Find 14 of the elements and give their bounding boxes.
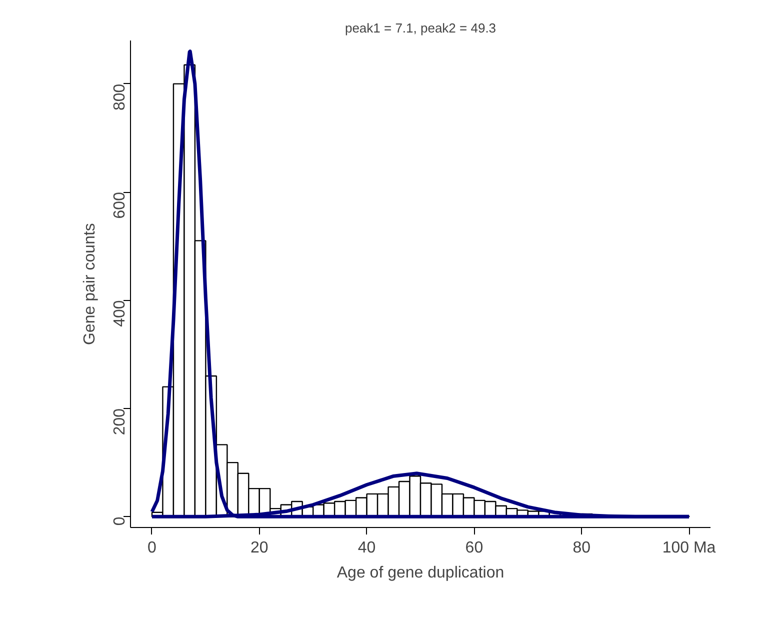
x-tick-label: 20 — [250, 540, 268, 556]
x-tick-label: 40 — [358, 540, 376, 556]
y-axis-title: Gene pair counts — [82, 223, 98, 345]
chart-title: peak1 = 7.1, peak2 = 49.3 — [344, 20, 496, 36]
y-tick-label: 600 — [112, 192, 128, 219]
y-tick-label: 400 — [112, 300, 128, 327]
x-tick-label: 0 — [148, 540, 157, 556]
y-tick-label: 0 — [112, 516, 128, 526]
x-axis-title: Age of gene duplication — [336, 564, 504, 582]
x-tick-label: 100 Ma — [662, 540, 716, 556]
x-tick-label: 60 — [465, 540, 484, 556]
x-tick-label: 80 — [572, 540, 591, 556]
y-tick-label: 800 — [112, 84, 128, 110]
y-tick-label: 200 — [112, 408, 128, 436]
